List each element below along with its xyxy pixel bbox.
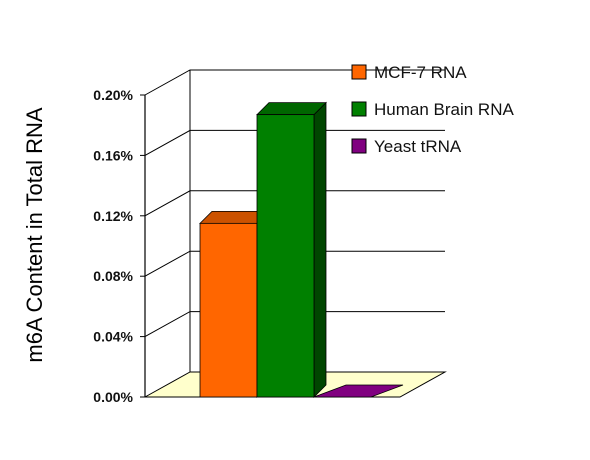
y-tick-label: 0.00% xyxy=(93,389,133,405)
legend-swatch xyxy=(351,138,367,154)
bar-front xyxy=(256,114,315,398)
bar-human-brain-rna xyxy=(256,101,327,398)
legend: MCF-7 RNA Human Brain RNA Yeast tRNA xyxy=(351,63,514,156)
bar-front xyxy=(199,222,258,398)
bars xyxy=(199,101,404,398)
y-tick-label: 0.20% xyxy=(93,87,133,103)
bar-yeast-trna xyxy=(313,384,404,398)
y-axis-ticks: 0.00% 0.04% 0.08% 0.12% 0.16% 0.20% xyxy=(93,87,145,405)
legend-swatch xyxy=(351,64,367,80)
legend-label: Yeast tRNA xyxy=(374,137,462,156)
y-tick-label: 0.08% xyxy=(93,268,133,284)
y-tick-label: 0.04% xyxy=(93,329,133,345)
legend-item: MCF-7 RNA xyxy=(351,63,467,82)
legend-swatch xyxy=(351,101,367,117)
legend-label: Human Brain RNA xyxy=(374,100,514,119)
legend-label: MCF-7 RNA xyxy=(374,63,467,82)
y-tick-label: 0.12% xyxy=(93,208,133,224)
legend-item: Human Brain RNA xyxy=(351,100,514,119)
y-axis-label: m6A Content in Total RNA xyxy=(22,107,47,362)
bar-flat xyxy=(313,384,404,398)
legend-item: Yeast tRNA xyxy=(351,137,462,156)
bar-top xyxy=(256,102,327,116)
bar-side xyxy=(313,101,327,398)
y-tick-label: 0.16% xyxy=(93,147,133,163)
